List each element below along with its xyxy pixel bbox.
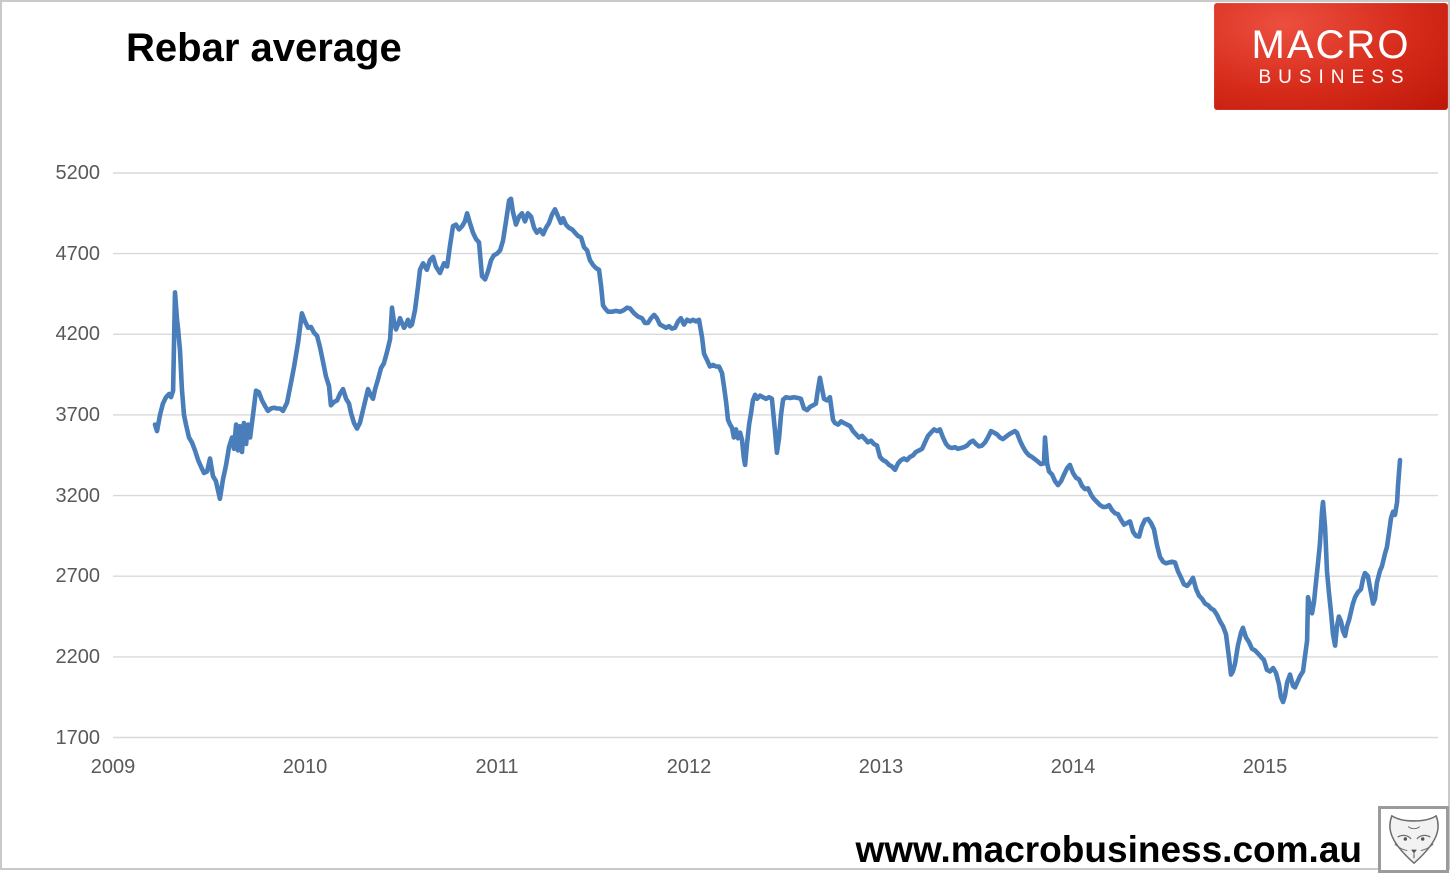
- x-axis-tick-label: 2012: [666, 756, 712, 778]
- x-axis-tick-label: 2011: [475, 756, 519, 778]
- x-axis-tick-label: 2015: [1242, 756, 1288, 778]
- x-axis-tick-label: 2013: [858, 756, 904, 778]
- y-axis-tick-label: 5200: [55, 162, 101, 184]
- fox-logo-icon: [1388, 814, 1439, 864]
- y-axis-tick-label: 2200: [55, 646, 101, 668]
- y-axis-tick-label: 1700: [55, 727, 101, 749]
- website-url: www.macrobusiness.com.au: [855, 829, 1362, 870]
- y-axis-tick-label: 3700: [55, 404, 101, 426]
- page-title: Rebar average: [126, 26, 402, 70]
- y-axis-tick-label: 4700: [55, 243, 101, 265]
- y-axis-tick-label: 2700: [55, 565, 101, 587]
- y-axis-tick-label: 3200: [55, 485, 101, 507]
- logo-text-macro: MACRO: [1251, 22, 1411, 67]
- macrobusiness-logo: MACRO BUSINESS: [1214, 3, 1448, 110]
- fox-logo-box: [1378, 806, 1449, 873]
- x-axis-tick-label: 2009: [90, 756, 136, 778]
- price-series-line: [152, 196, 1403, 705]
- y-axis-tick-label: 4200: [55, 323, 101, 345]
- x-axis-tick-label: 2010: [282, 756, 328, 778]
- x-axis-tick-label: 2014: [1050, 756, 1096, 778]
- logo-text-business: BUSINESS: [1258, 66, 1411, 88]
